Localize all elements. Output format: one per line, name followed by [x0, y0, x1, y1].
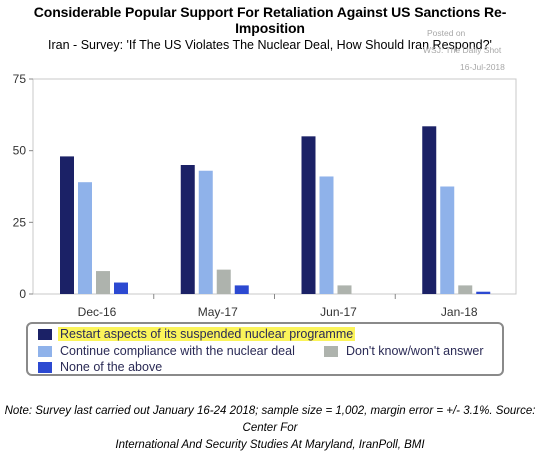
- source-stamp: WSJ: The Daily Shot: [423, 45, 502, 55]
- legend-item-none: None of the above: [38, 360, 164, 374]
- chart-legend: Restart aspects of its suspended nuclear…: [26, 322, 504, 376]
- bar-0-2: [96, 271, 110, 294]
- legend-item-continue: Continue compliance with the nuclear dea…: [38, 344, 297, 358]
- legend-label-restart: Restart aspects of its suspended nuclear…: [58, 327, 356, 341]
- legend-swatch-restart: [38, 328, 52, 340]
- bar-0-1: [78, 182, 92, 294]
- legend-item-restart: Restart aspects of its suspended nuclear…: [38, 327, 356, 341]
- y-tick-label: 25: [13, 215, 27, 229]
- bar-1-3: [234, 285, 249, 294]
- source-note-line2: International And Security Studies At Ma…: [115, 439, 425, 451]
- bar-1-0: [180, 165, 195, 294]
- bar-3-2: [458, 285, 473, 294]
- legend-swatch-continue: [38, 345, 52, 357]
- bar-3-0: [422, 126, 437, 294]
- x-tick-label: May-17: [198, 305, 238, 319]
- posted-on-stamp: Posted on: [427, 28, 466, 38]
- bar-0-0: [60, 156, 74, 294]
- x-tick-label: Dec-16: [78, 305, 117, 319]
- bar-chart: 0 25 50 75 Dec-16 May-17 Jun-17 Jan-18: [13, 72, 517, 319]
- x-tick-label: Jan-18: [441, 305, 478, 319]
- bar-2-2: [337, 285, 352, 294]
- legend-item-dont-know: Don't know/won't answer: [324, 344, 485, 358]
- source-note: Note: Survey last carried out January 16…: [0, 403, 540, 454]
- bar-0-3: [114, 282, 128, 294]
- bar-1-1: [198, 170, 213, 294]
- bar-2-1: [319, 176, 334, 294]
- bar-1-2: [216, 269, 231, 294]
- y-tick-label: 50: [13, 144, 27, 158]
- chart-title: Considerable Popular Support For Retalia…: [33, 4, 507, 36]
- x-tick-label: Jun-17: [320, 305, 357, 319]
- bar-3-3: [476, 291, 491, 294]
- legend-label-none: None of the above: [60, 360, 163, 374]
- bar-3-1: [440, 186, 455, 294]
- date-stamp: 16-Jul-2018: [460, 62, 505, 72]
- bar-2-0: [301, 136, 316, 294]
- legend-label-dont-know: Don't know/won't answer: [346, 344, 484, 358]
- chart-subtitle: Iran - Survey: 'If The US Violates The N…: [48, 38, 492, 52]
- legend-label-continue: Continue compliance with the nuclear dea…: [60, 344, 295, 358]
- y-tick-label: 75: [13, 72, 27, 86]
- legend-swatch-none: [38, 361, 52, 373]
- source-note-line1: Note: Survey last carried out January 16…: [4, 405, 536, 434]
- legend-swatch-dont-know: [324, 345, 338, 357]
- y-tick-label: 0: [19, 287, 26, 301]
